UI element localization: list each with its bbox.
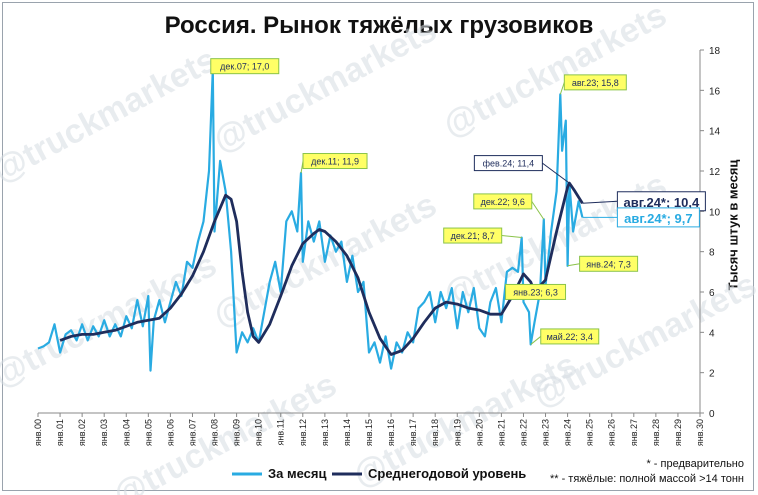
note-heavy: ** - тяжёлые: полной массой >14 тонн	[549, 473, 744, 485]
y-tick-label: 8	[709, 248, 715, 259]
annotation-label: дек.11; 11,9	[311, 157, 359, 167]
y-tick-label: 18	[709, 46, 721, 57]
x-tick-label: янв.25	[585, 419, 595, 446]
x-tick-label: янв.14	[342, 419, 352, 446]
annotation-leader	[530, 336, 542, 345]
annotation-box	[473, 193, 533, 210]
annotation-label: авг.24*; 10,4	[624, 195, 700, 210]
annotation-leader	[559, 82, 565, 95]
annotation-leader	[501, 235, 522, 239]
annotation-leader	[567, 263, 580, 267]
annotation-label: янв.24; 7,3	[586, 259, 631, 269]
x-tick-label: янв.00	[33, 419, 43, 446]
x-tick-label: янв.09	[232, 419, 242, 446]
x-tick-label: янв.30	[695, 419, 705, 446]
y-tick-label: 6	[709, 288, 715, 299]
annotation-leader	[582, 200, 618, 204]
x-tick-label: янв.06	[165, 419, 175, 446]
x-tick-label: янв.13	[320, 419, 330, 446]
annotation-label: фев.24; 11,4	[483, 159, 535, 169]
x-tick-label: янв.12	[298, 419, 308, 446]
x-tick-label: янв.24	[563, 419, 573, 446]
annotation-label: авг.24*; 9,7	[624, 211, 692, 226]
annotation-box	[443, 227, 503, 244]
x-tick-label: янв.08	[210, 419, 220, 446]
x-tick-label: янв.26	[607, 419, 617, 446]
watermark-1: @truckmarkets	[207, 11, 443, 160]
x-tick-label: янв.07	[187, 419, 197, 446]
annotation-label: май.22; 3,4	[547, 332, 593, 342]
y-tick-label: 10	[709, 207, 721, 218]
watermark-3: @truckmarkets	[0, 246, 223, 395]
x-tick-label: янв.22	[518, 419, 528, 446]
chart-title: Россия. Рынок тяжёлых грузовиков	[164, 12, 594, 39]
annotation-box	[505, 283, 567, 300]
annotation-label: дек.22; 9,6	[481, 197, 525, 207]
annotation-box	[302, 153, 368, 170]
x-tick-label: янв.15	[364, 419, 374, 446]
x-tick-label: янв.20	[474, 419, 484, 446]
annotation-box	[616, 207, 700, 228]
annotation-label: дек.07; 17,0	[220, 62, 269, 72]
y-tick-label: 12	[709, 167, 721, 178]
y-tick-label: 2	[709, 369, 715, 380]
annotation-box	[473, 155, 543, 172]
annotation-leader	[531, 201, 545, 220]
x-tick-label: янв.01	[55, 419, 65, 446]
x-tick-label: янв.05	[143, 419, 153, 446]
annotation-label: авг.23; 15,8	[572, 78, 619, 88]
y-tick-label: 14	[709, 127, 721, 138]
series-line-monthly	[37, 69, 584, 372]
annotation-label: дек.21; 8,7	[451, 231, 495, 241]
x-tick-label: янв.17	[408, 419, 418, 446]
annotation-leader	[542, 162, 570, 184]
y-tick-label: 4	[709, 328, 715, 339]
x-tick-label: янв.03	[99, 419, 109, 446]
annotation-label: янв.23; 6,3	[513, 287, 558, 297]
x-tick-label: янв.02	[77, 419, 87, 446]
annotation-box	[563, 74, 627, 91]
x-tick-label: янв.27	[629, 419, 639, 446]
watermark-0: @truckmarkets	[0, 41, 223, 190]
y-tick-label: 0	[709, 409, 715, 420]
annotation-box	[579, 255, 639, 272]
x-tick-label: янв.23	[541, 419, 551, 446]
y-tick-label: 16	[709, 86, 721, 97]
x-tick-label: янв.10	[254, 419, 264, 446]
annotation-box	[540, 328, 600, 345]
x-tick-label: янв.28	[651, 419, 661, 446]
annotation-box	[210, 58, 280, 75]
x-tick-label: янв.16	[386, 419, 396, 446]
legend-label-monthly: За месяц	[268, 466, 326, 481]
x-tick-label: янв.29	[673, 419, 683, 446]
x-tick-label: янв.19	[452, 419, 462, 446]
x-tick-label: янв.18	[430, 419, 440, 446]
x-tick-label: янв.21	[496, 419, 506, 446]
x-tick-label: янв.04	[121, 419, 131, 446]
watermark-2: @truckmarkets	[437, 0, 673, 145]
note-preliminary: * - предварительно	[646, 458, 744, 470]
x-tick-label: янв.11	[276, 419, 286, 445]
legend-label-annual-avg: Среднегодовой уровень	[368, 466, 526, 481]
